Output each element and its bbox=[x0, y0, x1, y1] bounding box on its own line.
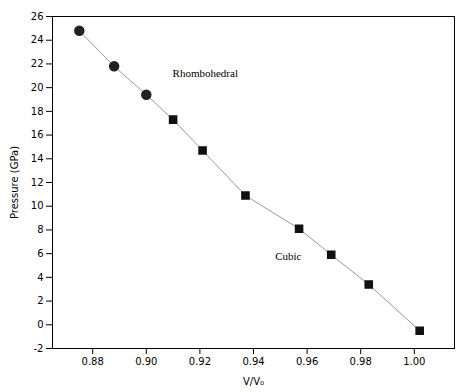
svg-text:0.94: 0.94 bbox=[242, 356, 264, 367]
svg-text:0.92: 0.92 bbox=[189, 356, 211, 367]
svg-text:24: 24 bbox=[31, 34, 44, 45]
svg-text:0: 0 bbox=[37, 319, 43, 330]
svg-text:10: 10 bbox=[31, 200, 44, 211]
svg-text:V/V₀: V/V₀ bbox=[243, 376, 264, 387]
svg-text:14: 14 bbox=[31, 153, 44, 164]
svg-text:18: 18 bbox=[31, 106, 44, 117]
svg-text:22: 22 bbox=[31, 58, 44, 69]
svg-text:1.00: 1.00 bbox=[403, 356, 425, 367]
svg-text:6: 6 bbox=[37, 248, 43, 259]
svg-text:-2: -2 bbox=[34, 343, 44, 354]
svg-text:4: 4 bbox=[37, 272, 43, 283]
svg-text:2: 2 bbox=[37, 295, 43, 306]
svg-text:12: 12 bbox=[31, 177, 44, 188]
svg-text:0.98: 0.98 bbox=[350, 356, 372, 367]
svg-text:Cubic: Cubic bbox=[275, 250, 301, 262]
svg-text:Pressure (GPa): Pressure (GPa) bbox=[9, 146, 20, 219]
svg-text:0.90: 0.90 bbox=[135, 356, 157, 367]
svg-text:16: 16 bbox=[31, 129, 44, 140]
svg-text:26: 26 bbox=[31, 11, 44, 22]
svg-text:Rhombohedral: Rhombohedral bbox=[173, 67, 238, 79]
svg-text:20: 20 bbox=[31, 82, 44, 93]
svg-text:0.96: 0.96 bbox=[296, 356, 318, 367]
svg-text:0.88: 0.88 bbox=[82, 356, 104, 367]
svg-text:8: 8 bbox=[37, 224, 43, 235]
